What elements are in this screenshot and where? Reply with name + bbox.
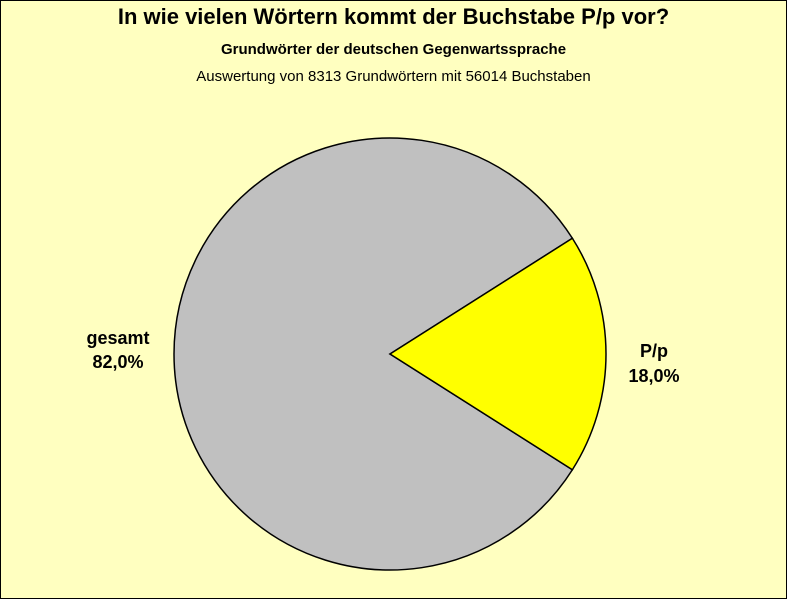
value-p: 18,0% (628, 366, 679, 386)
label-gesamt: gesamt (86, 328, 149, 348)
slice-p (388, 237, 607, 471)
label-p: P/p (640, 341, 668, 361)
chart-subtitle-2: Auswertung von 8313 Grundwörtern mit 560… (196, 68, 591, 85)
chart-title: In wie vielen Wörtern kommt der Buchstab… (117, 4, 670, 29)
chart-subtitle: Grundwörter der deutschen Gegenwartsspra… (220, 41, 567, 58)
slice-gesamt (173, 137, 574, 571)
value-gesamt: 82,0% (92, 352, 143, 372)
